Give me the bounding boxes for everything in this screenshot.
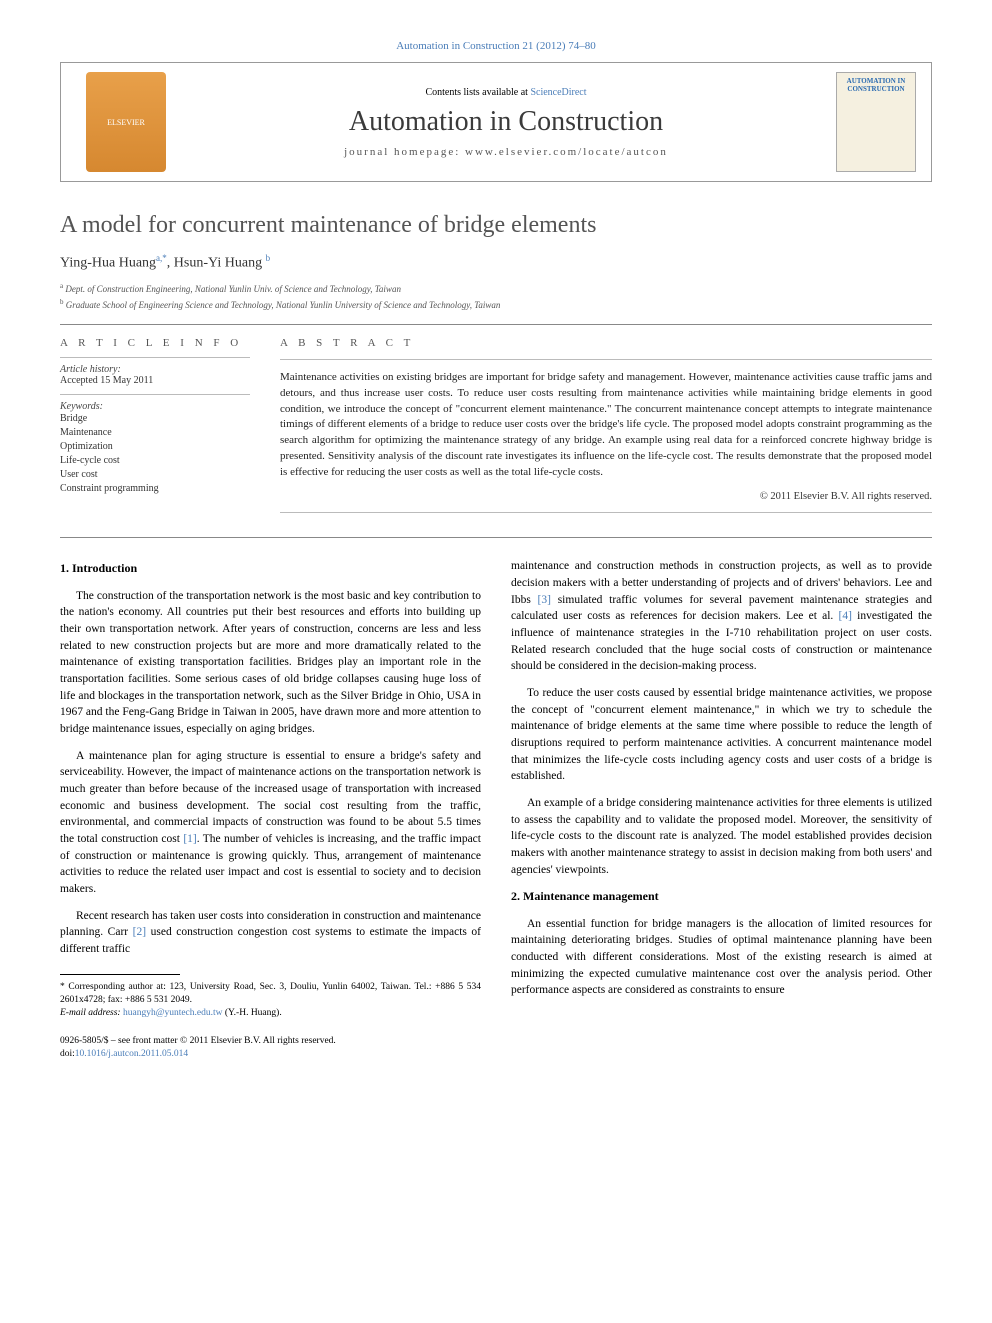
intro-para-3: Recent research has taken user costs int… (60, 908, 481, 958)
footnote-rule (60, 974, 180, 975)
keywords-list: Bridge Maintenance Optimization Life-cyc… (60, 412, 250, 496)
authors-line: Ying-Hua Huanga,*, Hsun-Yi Huang b (60, 253, 932, 272)
info-abstract-row: A R T I C L E I N F O Article history: A… (60, 337, 932, 524)
issn-copyright-line: 0926-5805/$ – see front matter © 2011 El… (60, 1035, 481, 1048)
footnotes-block: * Corresponding author at: 123, Universi… (60, 981, 481, 1021)
abstract-divider-bottom (280, 512, 932, 513)
intro-para-2: A maintenance plan for aging structure i… (60, 748, 481, 898)
body-column-left: 1. Introduction The construction of the … (60, 558, 481, 1061)
affil-sup-a: a (60, 282, 63, 290)
section-2-heading: 2. Maintenance management (511, 888, 932, 905)
page-root: Automation in Construction 21 (2012) 74–… (0, 0, 992, 1091)
article-history-label: Article history: (60, 364, 250, 375)
body-column-right: maintenance and construction methods in … (511, 558, 932, 1061)
article-title: A model for concurrent maintenance of br… (60, 212, 932, 239)
author-2[interactable]: Hsun-Yi Huang (174, 256, 262, 271)
author-2-affil-sup: b (266, 253, 271, 263)
contents-prefix: Contents lists available at (425, 87, 530, 98)
right-para-2: To reduce the user costs caused by essen… (511, 685, 932, 785)
authors-sep: , (167, 256, 174, 271)
homepage-url[interactable]: www.elsevier.com/locate/autcon (465, 146, 668, 158)
author-1[interactable]: Ying-Hua Huang (60, 256, 156, 271)
keyword-item: Bridge (60, 412, 250, 426)
elsevier-logo-icon: ELSEVIER (86, 72, 166, 172)
journal-name: Automation in Construction (349, 106, 663, 138)
contents-lists-line: Contents lists available at ScienceDirec… (425, 87, 586, 98)
keyword-item: Constraint programming (60, 482, 250, 496)
affil-text-b: Graduate School of Engineering Science a… (66, 300, 501, 310)
email-line: E-mail address: huangyh@yuntech.edu.tw (… (60, 1007, 481, 1020)
journal-cover-thumb: AUTOMATION IN CONSTRUCTION (836, 72, 916, 172)
keywords-label: Keywords: (60, 401, 250, 412)
keyword-item: Maintenance (60, 426, 250, 440)
divider-top (60, 324, 932, 325)
journal-header: ELSEVIER Contents lists available at Sci… (60, 62, 932, 182)
abstract-column: A B S T R A C T Maintenance activities o… (280, 337, 932, 524)
affil-sup-b: b (60, 298, 64, 306)
journal-header-center: Contents lists available at ScienceDirec… (191, 63, 821, 181)
publisher-logo-box: ELSEVIER (61, 63, 191, 181)
right-para-1: maintenance and construction methods in … (511, 558, 932, 675)
right-para-4: An essential function for bridge manager… (511, 916, 932, 999)
abstract-text: Maintenance activities on existing bridg… (280, 370, 932, 482)
email-link[interactable]: huangyh@yuntech.edu.tw (123, 1008, 223, 1018)
journal-cover-box: AUTOMATION IN CONSTRUCTION (821, 63, 931, 181)
section-1-heading: 1. Introduction (60, 560, 481, 577)
keyword-item: Optimization (60, 440, 250, 454)
email-label: E-mail address: (60, 1008, 123, 1018)
right-para-3: An example of a bridge considering maint… (511, 795, 932, 878)
abstract-heading: A B S T R A C T (280, 337, 932, 349)
body-two-columns: 1. Introduction The construction of the … (60, 558, 932, 1061)
info-divider-1 (60, 357, 250, 358)
article-info-heading: A R T I C L E I N F O (60, 337, 250, 349)
bottom-meta: 0926-5805/$ – see front matter © 2011 El… (60, 1035, 481, 1062)
keyword-item: Life-cycle cost (60, 454, 250, 468)
ref-link-4[interactable]: [4] (839, 610, 852, 622)
journal-homepage-line: journal homepage: www.elsevier.com/locat… (344, 146, 668, 158)
doi-line: doi:10.1016/j.autcon.2011.05.014 (60, 1048, 481, 1061)
info-divider-2 (60, 394, 250, 395)
abstract-divider-top (280, 359, 932, 360)
ref-link-2[interactable]: [2] (133, 926, 146, 938)
affiliation-b: b Graduate School of Engineering Science… (60, 298, 932, 310)
ref-link-1[interactable]: [1] (183, 833, 196, 845)
homepage-prefix: journal homepage: (344, 146, 465, 158)
p2-text-a: A maintenance plan for aging structure i… (60, 750, 481, 845)
doi-prefix: doi: (60, 1049, 75, 1059)
abstract-copyright: © 2011 Elsevier B.V. All rights reserved… (280, 491, 932, 502)
intro-para-1: The construction of the transportation n… (60, 588, 481, 738)
article-history-value: Accepted 15 May 2011 (60, 375, 250, 386)
keyword-item: User cost (60, 468, 250, 482)
corresponding-author-note: * Corresponding author at: 123, Universi… (60, 981, 481, 1008)
ref-link-3[interactable]: [3] (538, 594, 551, 606)
email-suffix: (Y.-H. Huang). (223, 1008, 282, 1018)
article-info-column: A R T I C L E I N F O Article history: A… (60, 337, 250, 524)
top-citation-link[interactable]: Automation in Construction 21 (2012) 74–… (60, 40, 932, 52)
affiliation-a: a Dept. of Construction Engineering, Nat… (60, 282, 932, 294)
doi-link[interactable]: 10.1016/j.autcon.2011.05.014 (75, 1049, 188, 1059)
sciencedirect-link[interactable]: ScienceDirect (530, 87, 586, 98)
divider-mid (60, 537, 932, 538)
affil-text-a: Dept. of Construction Engineering, Natio… (65, 284, 401, 294)
